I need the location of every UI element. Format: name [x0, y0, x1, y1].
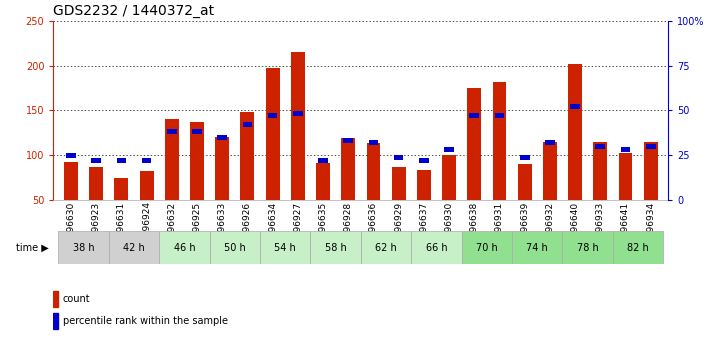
- Bar: [493, 82, 506, 200]
- Bar: [318, 158, 328, 163]
- Bar: [343, 138, 353, 144]
- FancyBboxPatch shape: [260, 231, 311, 264]
- Bar: [543, 142, 557, 200]
- Text: time ▶: time ▶: [16, 243, 49, 253]
- Text: 50 h: 50 h: [224, 243, 246, 253]
- Bar: [444, 147, 454, 152]
- FancyBboxPatch shape: [311, 231, 360, 264]
- Bar: [64, 161, 78, 200]
- Text: count: count: [63, 294, 90, 304]
- Bar: [594, 142, 607, 200]
- Bar: [53, 291, 58, 306]
- FancyBboxPatch shape: [512, 231, 562, 264]
- Bar: [91, 158, 101, 163]
- FancyBboxPatch shape: [360, 231, 411, 264]
- Bar: [53, 313, 58, 329]
- Bar: [167, 129, 176, 135]
- FancyBboxPatch shape: [159, 231, 210, 264]
- Text: percentile rank within the sample: percentile rank within the sample: [63, 316, 228, 326]
- Bar: [646, 144, 656, 149]
- Text: 62 h: 62 h: [375, 243, 397, 253]
- Text: 58 h: 58 h: [325, 243, 346, 253]
- Bar: [190, 122, 204, 200]
- Bar: [293, 111, 303, 117]
- Bar: [192, 129, 202, 135]
- Bar: [467, 88, 481, 200]
- Bar: [570, 104, 580, 109]
- Bar: [268, 113, 277, 118]
- Bar: [520, 155, 530, 159]
- Text: 46 h: 46 h: [173, 243, 196, 253]
- Bar: [417, 170, 431, 200]
- Bar: [141, 158, 151, 163]
- Text: 74 h: 74 h: [526, 243, 548, 253]
- Bar: [66, 153, 76, 158]
- Bar: [619, 152, 632, 200]
- Bar: [366, 143, 380, 200]
- Bar: [139, 171, 154, 200]
- Bar: [595, 144, 605, 149]
- Text: 70 h: 70 h: [476, 243, 498, 253]
- Bar: [341, 138, 356, 200]
- Text: 42 h: 42 h: [123, 243, 145, 253]
- Bar: [215, 137, 229, 200]
- Text: 54 h: 54 h: [274, 243, 296, 253]
- Bar: [621, 147, 631, 152]
- FancyBboxPatch shape: [562, 231, 613, 264]
- FancyBboxPatch shape: [613, 231, 663, 264]
- Bar: [392, 167, 405, 200]
- Text: 66 h: 66 h: [426, 243, 447, 253]
- Bar: [368, 140, 378, 145]
- Bar: [218, 135, 227, 140]
- FancyBboxPatch shape: [58, 231, 109, 264]
- Bar: [316, 163, 330, 200]
- Bar: [469, 113, 479, 118]
- Bar: [266, 68, 279, 200]
- Bar: [442, 155, 456, 200]
- Bar: [165, 119, 178, 200]
- Bar: [545, 140, 555, 145]
- Bar: [240, 112, 255, 200]
- FancyBboxPatch shape: [411, 231, 461, 264]
- Bar: [518, 164, 532, 200]
- Text: 78 h: 78 h: [577, 243, 599, 253]
- Text: GDS2232 / 1440372_at: GDS2232 / 1440372_at: [53, 4, 215, 18]
- Bar: [394, 155, 404, 159]
- FancyBboxPatch shape: [210, 231, 260, 264]
- Text: 82 h: 82 h: [627, 243, 649, 253]
- FancyBboxPatch shape: [109, 231, 159, 264]
- Text: 38 h: 38 h: [73, 243, 95, 253]
- FancyBboxPatch shape: [461, 231, 512, 264]
- Bar: [419, 158, 429, 163]
- Bar: [291, 52, 305, 200]
- Bar: [242, 122, 252, 127]
- Bar: [643, 142, 658, 200]
- Bar: [90, 167, 103, 200]
- Bar: [114, 178, 128, 200]
- Bar: [568, 64, 582, 200]
- Bar: [117, 158, 127, 163]
- Bar: [495, 113, 504, 118]
